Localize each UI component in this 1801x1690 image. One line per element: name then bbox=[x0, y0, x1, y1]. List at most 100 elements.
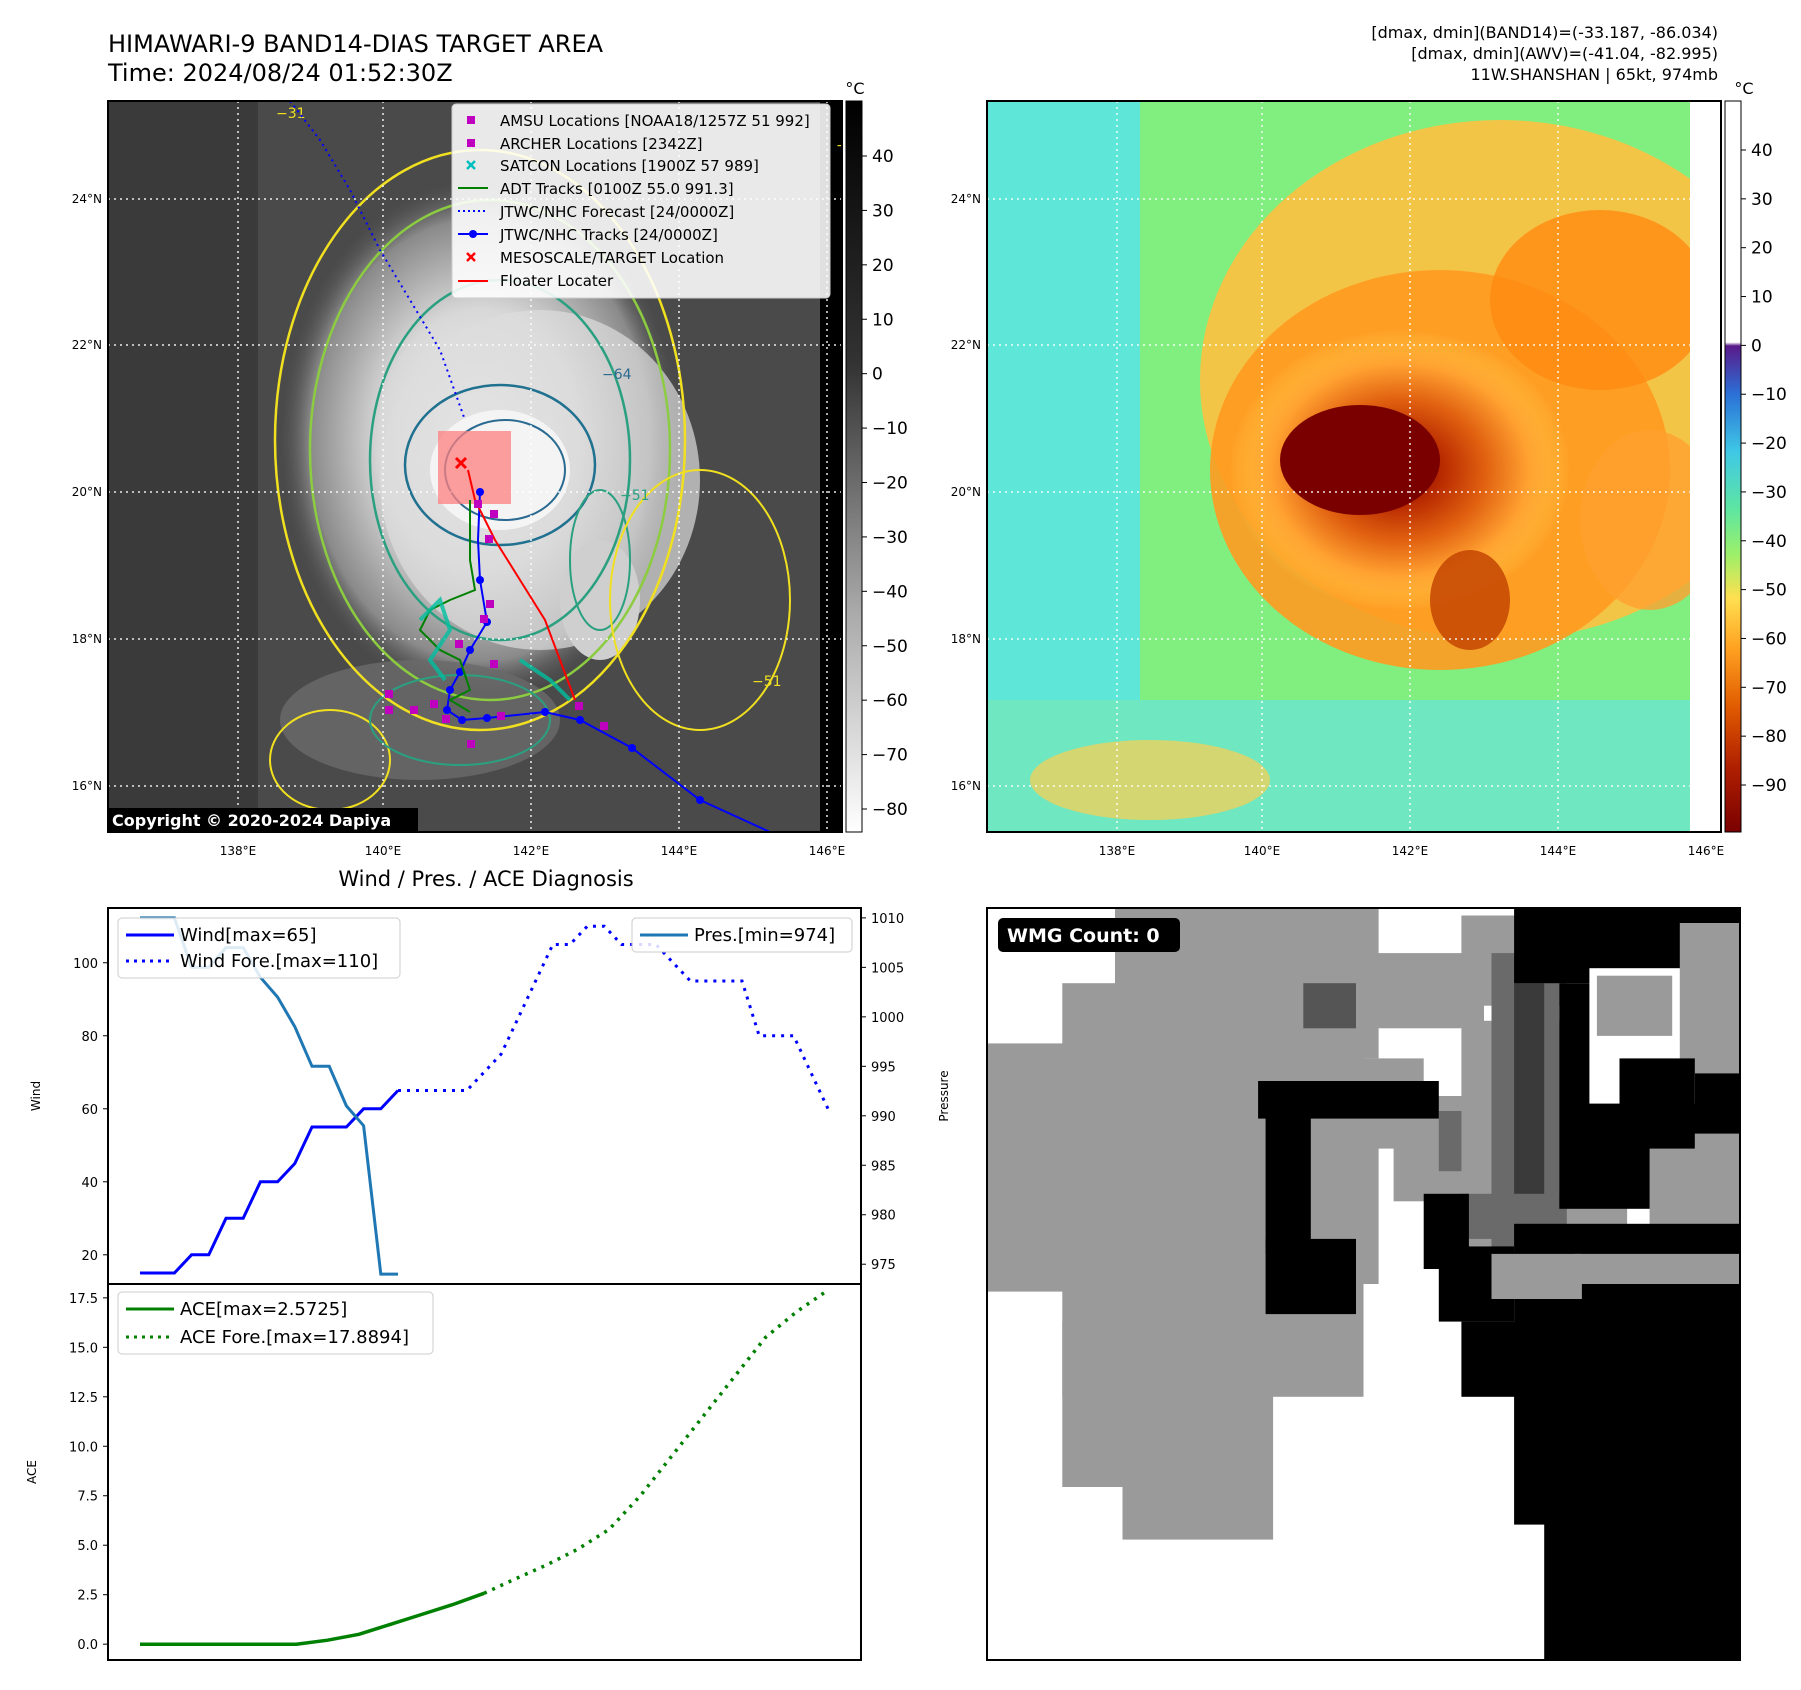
colorbar-tick: 40 bbox=[1751, 141, 1773, 161]
colorbar-tick: −80 bbox=[1751, 727, 1787, 747]
contour-label: −31 bbox=[276, 106, 306, 122]
lat-label: 22°N bbox=[72, 338, 102, 352]
legend-satcon: SATCON Locations [1900Z 57 989] bbox=[500, 157, 759, 175]
pressure-legend: Pres.[min=974] bbox=[631, 917, 853, 953]
ace-tick: 10.0 bbox=[69, 1440, 98, 1455]
wmg-cell bbox=[1619, 1058, 1695, 1149]
colorbar-tick: 30 bbox=[872, 201, 894, 221]
wind-legend: Wind[max=65] Wind Fore.[max=110] bbox=[117, 917, 401, 979]
colorbar-tick: −20 bbox=[872, 474, 908, 494]
ace-tick: 2.5 bbox=[77, 1589, 98, 1604]
info-band14: [dmax, dmin](BAND14)=(-33.187, -86.034) bbox=[1371, 23, 1718, 42]
colorbar-tick: −50 bbox=[1751, 581, 1787, 601]
wind-axis-label: Wind bbox=[29, 1081, 43, 1111]
adt-track bbox=[418, 500, 477, 713]
colorbar-tick: −70 bbox=[872, 746, 908, 766]
legend-jtwc-track: JTWC/NHC Tracks [24/0000Z] bbox=[499, 226, 718, 244]
legend-ace-fore: ACE Fore.[max=17.8894] bbox=[180, 1327, 409, 1348]
lat-label: 16°N bbox=[72, 779, 102, 793]
legend-target: MESOSCALE/TARGET Location bbox=[500, 249, 724, 267]
lon-label: 146°E bbox=[809, 844, 846, 858]
pressure-tick: 1000 bbox=[871, 1011, 904, 1026]
lon-label: 138°E bbox=[220, 844, 257, 858]
lon-label: 146°E bbox=[1688, 844, 1725, 858]
wmg-cell bbox=[1303, 983, 1356, 1029]
figure-title: HIMAWARI-9 BAND14-DIAS TARGET AREA bbox=[108, 30, 604, 58]
pressure-tick: 980 bbox=[871, 1209, 896, 1224]
contour-label: −51 bbox=[752, 674, 782, 690]
wind-forecast-line bbox=[398, 924, 830, 1110]
colorbar-unit: °C bbox=[845, 79, 864, 98]
colorbar-tick: 20 bbox=[1751, 239, 1773, 259]
ace-tick: 12.5 bbox=[69, 1391, 98, 1406]
pressure-tick: 995 bbox=[871, 1060, 896, 1075]
legend-ace: ACE[max=2.5725] bbox=[180, 1299, 347, 1320]
pressure-axis-label: Pressure bbox=[937, 1070, 951, 1121]
left-colorbar: °C 40 30 20 10 0 −10 −20 −30 −40 −50 −60 −70 −80 bbox=[845, 79, 908, 833]
colorbar-tick: −60 bbox=[1751, 629, 1787, 649]
colorbar-tick: −40 bbox=[872, 582, 908, 602]
wmg-cell bbox=[1340, 953, 1484, 1029]
wmg-cell bbox=[1491, 1253, 1582, 1299]
legend-floater: Floater Locater bbox=[500, 272, 614, 290]
colorbar-tick: 0 bbox=[1751, 336, 1762, 356]
pressure-tick: 1005 bbox=[871, 961, 904, 976]
wmg-panel: WMG Count: 0 bbox=[986, 907, 1741, 1661]
ace-tick: 15.0 bbox=[69, 1341, 98, 1356]
colorbar-tick: −90 bbox=[1751, 776, 1787, 796]
wmg-cell bbox=[1122, 1487, 1274, 1540]
lat-label: 20°N bbox=[72, 485, 102, 499]
legend-pressure: Pres.[min=974] bbox=[694, 925, 835, 946]
ace-line bbox=[140, 1591, 485, 1646]
lat-label: 22°N bbox=[951, 338, 981, 352]
lat-label: 24°N bbox=[951, 192, 981, 206]
colorbar-tick: 0 bbox=[872, 365, 883, 385]
colorbar-tick: 10 bbox=[1751, 288, 1773, 308]
colorbar-tick: −50 bbox=[872, 637, 908, 657]
contour-label: −31 bbox=[836, 138, 866, 154]
wmg-cell bbox=[1461, 1321, 1575, 1397]
left-map: −64 −31 −51 −31 −51 bbox=[72, 79, 908, 858]
wmg-cell bbox=[1062, 1321, 1274, 1487]
pressure-tick: 990 bbox=[871, 1110, 896, 1125]
colorbar-tick: 20 bbox=[872, 256, 894, 276]
wmg-cell bbox=[1514, 983, 1545, 1209]
colorbar-tick: −80 bbox=[872, 800, 908, 820]
info-storm: 11W.SHANSHAN | 65kt, 974mb bbox=[1470, 65, 1718, 84]
lat-label: 18°N bbox=[951, 632, 981, 646]
map-legend: AMSU Locations [NOAA18/1257Z 51 992] ARC… bbox=[451, 103, 831, 299]
wmg-count: WMG Count: 0 bbox=[1007, 925, 1160, 947]
colorbar-unit: °C bbox=[1734, 79, 1753, 98]
legend-wind-fore: Wind Fore.[max=110] bbox=[180, 951, 378, 972]
target-marker bbox=[454, 456, 468, 470]
ace-axis-label: ACE bbox=[25, 1460, 39, 1484]
colorbar-tick: −60 bbox=[872, 691, 908, 711]
copyright-text: Copyright © 2020-2024 Dapiya bbox=[112, 811, 391, 830]
ace-tick: 7.5 bbox=[77, 1490, 98, 1505]
right-map: 24°N 22°N 20°N 18°N 16°N 138°E 140°E 142… bbox=[951, 79, 1787, 858]
pressure-tick: 985 bbox=[871, 1159, 896, 1174]
ace-tick: 17.5 bbox=[69, 1292, 98, 1307]
wmg-cell bbox=[1574, 1253, 1740, 1284]
jtwc-forecast-track bbox=[289, 101, 466, 421]
legend-forecast: JTWC/NHC Forecast [24/0000Z] bbox=[499, 203, 734, 221]
floater-track bbox=[467, 469, 576, 701]
wind-tick: 40 bbox=[81, 1176, 98, 1191]
colorbar-tick: −10 bbox=[1751, 385, 1787, 405]
target-box bbox=[438, 431, 511, 504]
lon-label: 140°E bbox=[365, 844, 402, 858]
legend-amsu: AMSU Locations [NOAA18/1257Z 51 992] bbox=[500, 112, 810, 130]
legend-wind: Wind[max=65] bbox=[180, 925, 317, 946]
ace-legend: ACE[max=2.5725] ACE Fore.[max=17.8894] bbox=[117, 1291, 434, 1355]
lon-label: 138°E bbox=[1099, 844, 1136, 858]
colorbar-tick: −30 bbox=[872, 528, 908, 548]
wmg-cell bbox=[1657, 1554, 1740, 1660]
contour-label: −64 bbox=[602, 367, 632, 383]
ace-chart: 0.0 2.5 5.0 7.5 10.0 12.5 15.0 17.5 ACE ACE[max… bbox=[25, 1283, 862, 1661]
pressure-tick: 1010 bbox=[871, 912, 904, 927]
colorbar-tick: −30 bbox=[1751, 483, 1787, 503]
lon-label: 142°E bbox=[1392, 844, 1429, 858]
right-colorbar: °C 40 30 20 10 0 −10 −20 −30 −40 −50 −60 −70 −80 −90 bbox=[1724, 79, 1787, 833]
